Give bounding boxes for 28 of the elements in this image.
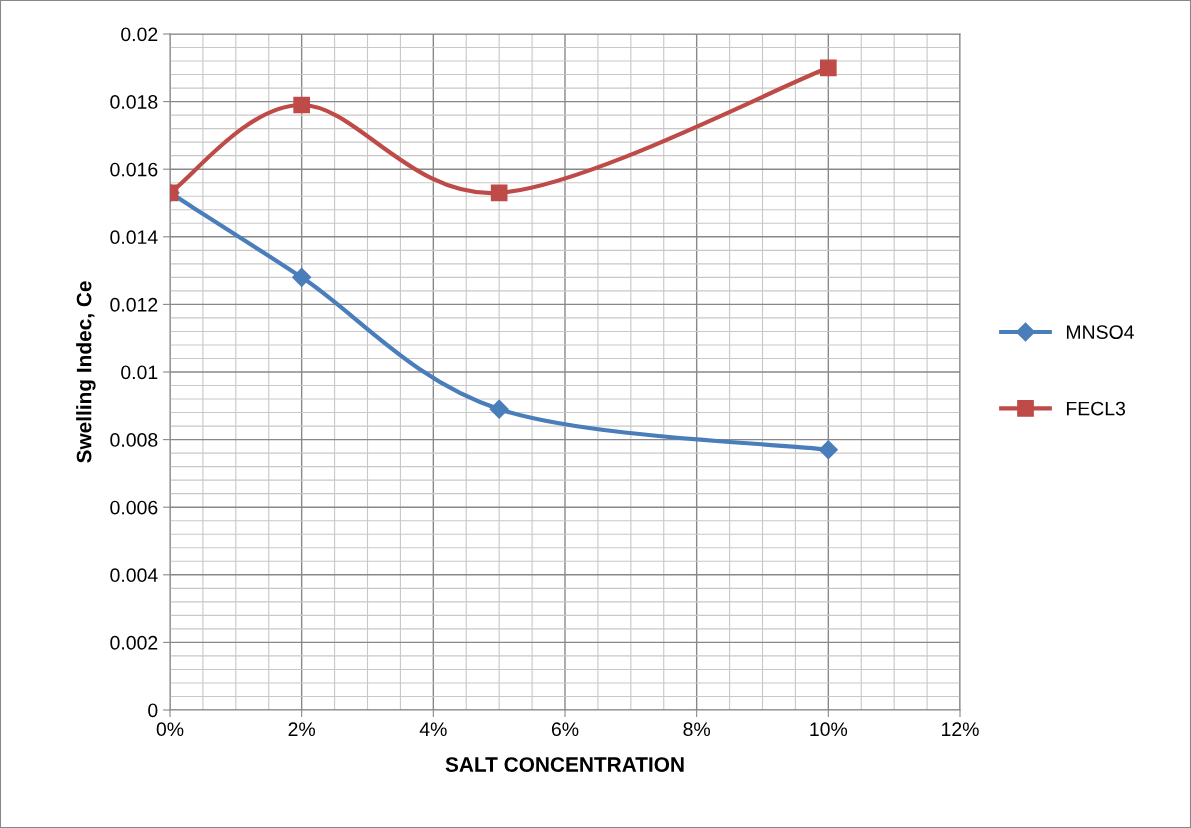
y-tick-label: 0.006 xyxy=(110,500,158,515)
y-tick-label: 0.002 xyxy=(110,635,158,650)
y-tick-label: 0.016 xyxy=(110,162,158,177)
x-tick-label: 12% xyxy=(942,722,979,737)
y-tick-label: 0.008 xyxy=(110,433,158,447)
x-tick-label: 4% xyxy=(419,722,447,737)
legend-label: MNSO4 xyxy=(1066,325,1134,339)
y-axis-title: Swelling Indec, Ce xyxy=(76,281,96,463)
y-tick-label: 0 xyxy=(148,703,158,718)
point xyxy=(819,59,837,77)
x-tick-label: 2% xyxy=(288,722,316,737)
y-tick-label: 0.014 xyxy=(110,230,158,245)
x-tick-label: 10% xyxy=(810,722,848,737)
y-tick-label: 0.004 xyxy=(110,568,158,583)
point xyxy=(292,267,312,287)
point xyxy=(489,399,509,419)
legend-label: FECL3 xyxy=(1066,401,1126,416)
point xyxy=(293,96,311,114)
point xyxy=(490,184,508,202)
x-tick-label: 8% xyxy=(683,722,711,737)
y-tick-label: 0.01 xyxy=(121,365,158,380)
y-tick-label: 0.012 xyxy=(110,297,158,312)
x-axis-title: SALT CONCENTRATION xyxy=(445,757,684,772)
y-tick-label: 0.018 xyxy=(110,95,158,109)
y-tick-label: 0.02 xyxy=(121,27,158,42)
point xyxy=(818,440,838,460)
x-tick-label: 6% xyxy=(551,722,579,737)
x-tick-label: 0% xyxy=(156,722,184,737)
